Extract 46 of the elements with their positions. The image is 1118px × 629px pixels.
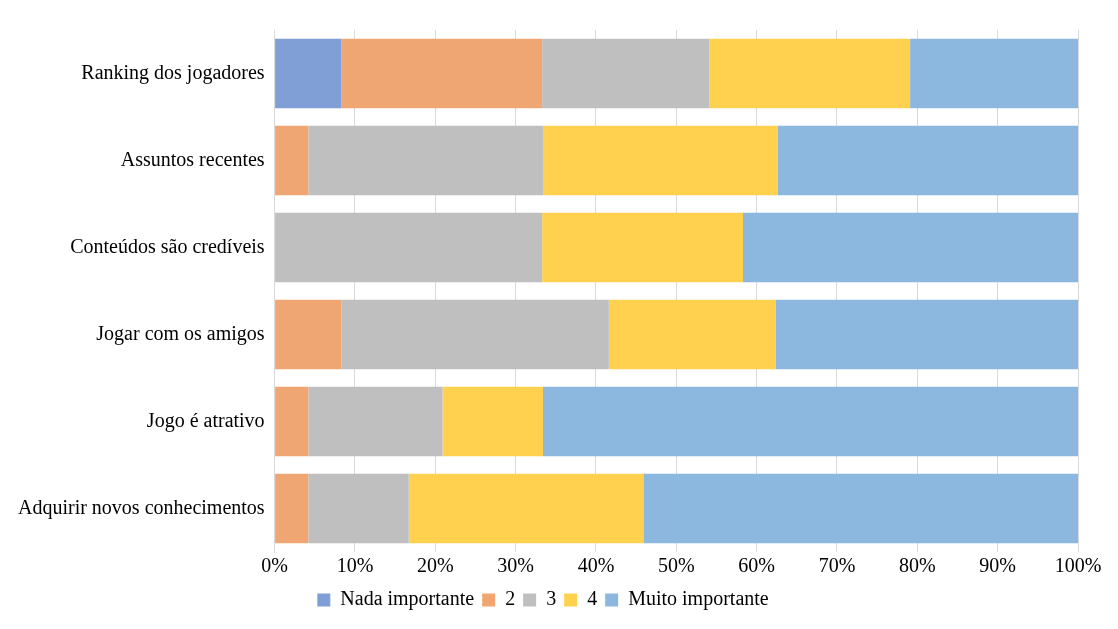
bar <box>542 38 710 109</box>
bar <box>709 38 911 109</box>
bar <box>308 386 443 457</box>
bar <box>308 473 409 544</box>
bar <box>275 299 342 370</box>
y-tick-label: Jogo é atrativo <box>146 408 265 432</box>
bar <box>608 299 776 370</box>
x-tick-label: 10% <box>336 554 374 577</box>
bar <box>275 38 342 109</box>
y-tick-label: Jogar com os amigos <box>96 321 265 345</box>
y-tick-label: Conteúdos são credíveis <box>70 234 265 257</box>
x-tick-label: 90% <box>979 554 1016 577</box>
bar <box>275 473 309 544</box>
bar <box>742 212 1078 283</box>
legend-label: Nada importante <box>340 587 475 611</box>
bar <box>542 125 778 196</box>
bar <box>408 473 644 544</box>
y-tick-label: Assuntos recentes <box>120 147 265 170</box>
bar <box>341 299 609 370</box>
bar <box>542 212 743 283</box>
y-tick-label: Ranking dos jogadores <box>81 60 265 84</box>
bar <box>341 38 543 109</box>
y-tick-label: Adquirir novos conhecimentos <box>18 495 265 519</box>
legend-label: 4 <box>587 587 598 610</box>
bar <box>910 38 1078 109</box>
bar <box>643 473 1078 544</box>
bar <box>442 386 543 457</box>
x-tick-label: 70% <box>818 554 856 577</box>
legend-label: 2 <box>505 587 516 610</box>
x-tick-label: 0% <box>261 554 288 577</box>
bar <box>275 125 309 196</box>
x-tick-label: 50% <box>657 554 695 577</box>
x-tick-label: 80% <box>898 554 936 577</box>
bar <box>275 386 309 457</box>
x-tick-label: 100% <box>1054 554 1102 577</box>
x-tick-label: 40% <box>577 554 615 577</box>
x-tick-label: 20% <box>416 554 454 577</box>
legend-label: Muito importante <box>628 587 769 611</box>
bar <box>275 212 543 283</box>
bar <box>775 299 1078 370</box>
x-tick-label: 60% <box>738 554 775 577</box>
x-tick-label: 30% <box>497 554 534 577</box>
bar <box>542 386 1078 457</box>
bar <box>777 125 1078 196</box>
bar <box>308 125 543 196</box>
legend-label: 3 <box>546 587 557 610</box>
